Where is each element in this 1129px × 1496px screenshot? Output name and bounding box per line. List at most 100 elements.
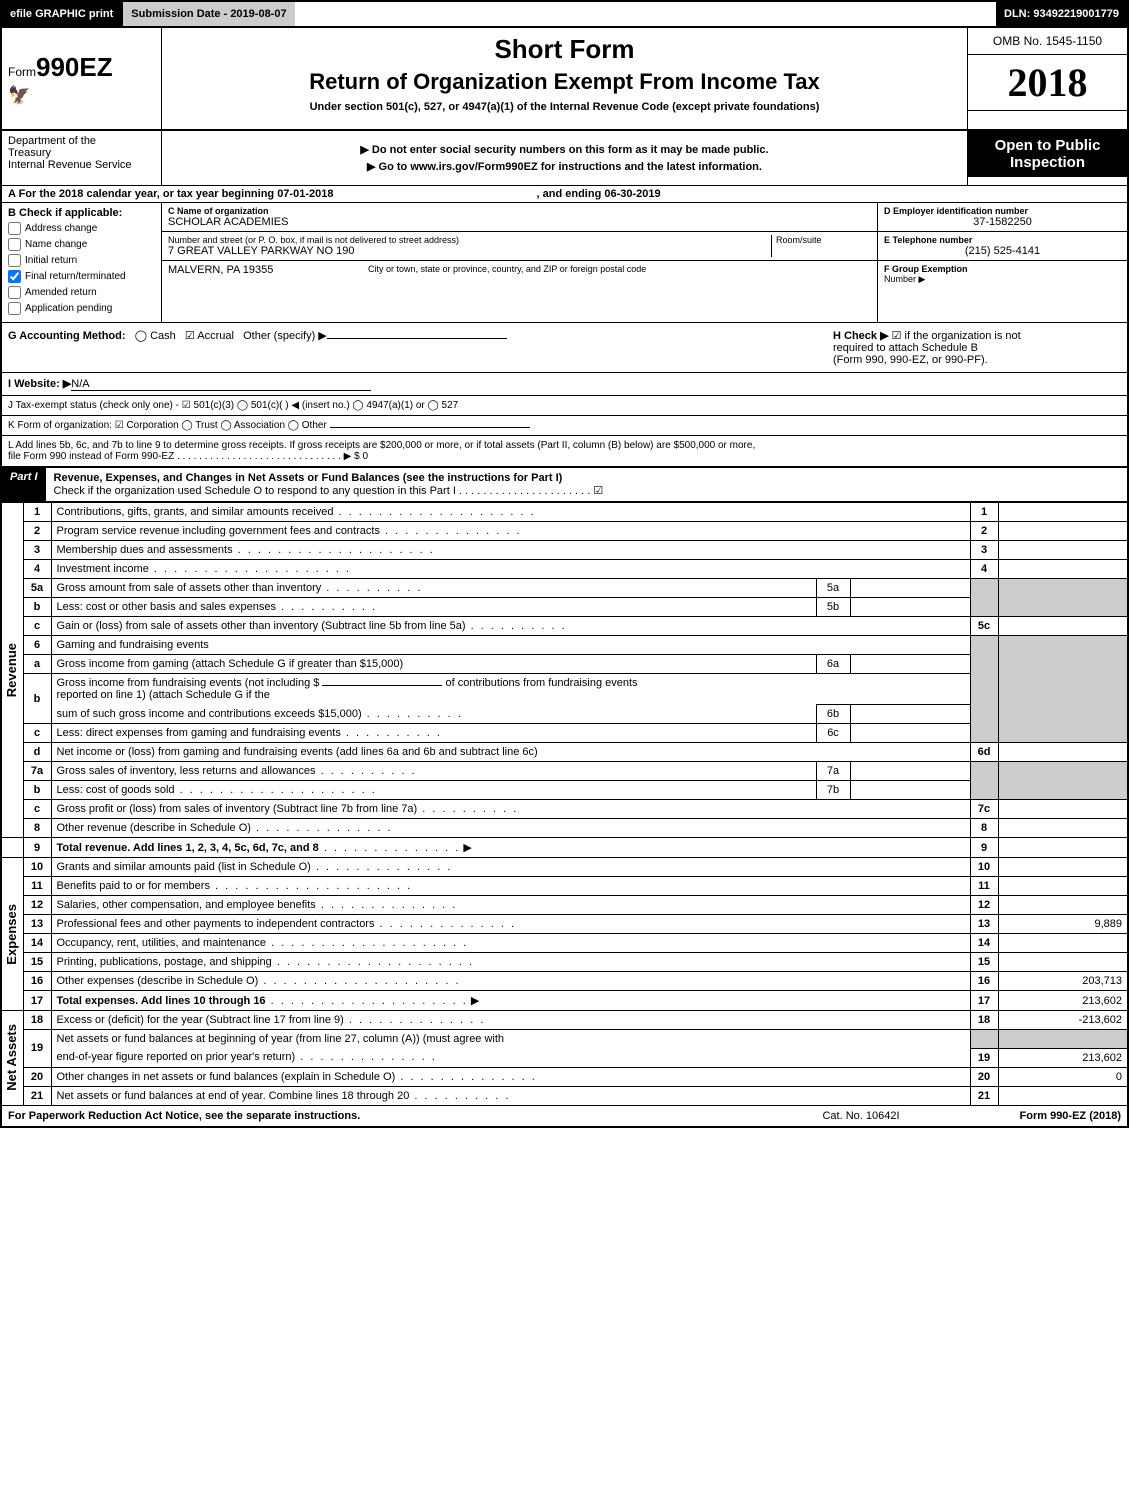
h-label: H Check ▶: [833, 330, 889, 342]
line-19-top: 19 Net assets or fund balances at beginn…: [1, 1030, 1128, 1049]
l2-rnum: 2: [970, 522, 998, 541]
top-bar: efile GRAPHIC print Submission Date - 20…: [0, 0, 1129, 28]
l12-rnum: 12: [970, 896, 998, 915]
l5a-desc: Gross amount from sale of assets other t…: [51, 579, 816, 598]
cb-amended[interactable]: [8, 286, 21, 299]
l7c-rnum: 7c: [970, 800, 998, 819]
l12-amt: [998, 896, 1128, 915]
l19-shade-amt: [998, 1030, 1128, 1049]
line-10: Expenses 10 Grants and similar amounts p…: [1, 858, 1128, 877]
check-name-change[interactable]: Name change: [8, 238, 155, 251]
l6a-subnum: 6a: [816, 655, 850, 674]
l6c-subnum: 6c: [816, 724, 850, 743]
g-cash[interactable]: Cash: [150, 330, 176, 342]
l13-rnum: 13: [970, 915, 998, 934]
g-other[interactable]: Other (specify) ▶: [243, 330, 327, 342]
l9-amt: [998, 838, 1128, 858]
part1-title: Revenue, Expenses, and Changes in Net As…: [54, 472, 563, 484]
form-prefix: Form: [8, 65, 36, 79]
header-right-box: OMB No. 1545-1150 2018: [967, 28, 1127, 129]
l15-amt: [998, 953, 1128, 972]
cb-name[interactable]: [8, 238, 21, 251]
dept-box: Department of the Treasury Internal Reve…: [2, 131, 162, 185]
l15-desc: Printing, publications, postage, and shi…: [51, 953, 970, 972]
open-public-l1: Open to Public: [972, 137, 1123, 154]
l1-amt: [998, 503, 1128, 522]
cb-pending-label: Application pending: [25, 303, 112, 314]
l7c-amt: [998, 800, 1128, 819]
h-text3: (Form 990, 990-EZ, or 990-PF).: [833, 354, 988, 366]
l10-amt: [998, 858, 1128, 877]
cb-initial[interactable]: [8, 254, 21, 267]
c-label: C Name of organization: [168, 206, 269, 216]
under-section: Under section 501(c), 527, or 4947(a)(1)…: [170, 101, 959, 113]
cb-address[interactable]: [8, 222, 21, 235]
check-address-change[interactable]: Address change: [8, 222, 155, 235]
l14-desc: Occupancy, rent, utilities, and maintena…: [51, 934, 970, 953]
j-text: J Tax-exempt status (check only one) - ☑…: [8, 400, 458, 411]
l4-amt: [998, 560, 1128, 579]
form-title-box: Short Form Return of Organization Exempt…: [162, 28, 967, 129]
l19-amt: 213,602: [998, 1048, 1128, 1067]
l10-desc: Grants and similar amounts paid (list in…: [51, 858, 970, 877]
l13-num: 13: [23, 915, 51, 934]
room-label: Room/suite: [776, 235, 871, 245]
line-5c: c Gain or (loss) from sale of assets oth…: [1, 617, 1128, 636]
g-accrual[interactable]: Accrual: [197, 330, 234, 342]
line-6a: a Gross income from gaming (attach Sched…: [1, 655, 1128, 674]
open-public-l2: Inspection: [972, 154, 1123, 171]
check-amended[interactable]: Amended return: [8, 286, 155, 299]
check-pending[interactable]: Application pending: [8, 302, 155, 315]
period-row: A For the 2018 calendar year, or tax yea…: [0, 186, 1129, 203]
line-5b: b Less: cost or other basis and sales ex…: [1, 598, 1128, 617]
l9-desc-text: Total revenue. Add lines 1, 2, 3, 4, 5c,…: [57, 842, 319, 854]
dept-line2: Treasury: [8, 147, 155, 159]
goto-text[interactable]: Go to www.irs.gov/Form990EZ for instruct…: [379, 161, 762, 173]
l8-num: 8: [23, 819, 51, 838]
l15-num: 15: [23, 953, 51, 972]
check-final[interactable]: Final return/terminated: [8, 270, 155, 283]
k-row: K Form of organization: ☑ Corporation ◯ …: [0, 416, 1129, 436]
org-name-row: C Name of organization SCHOLAR ACADEMIES: [162, 203, 877, 232]
l6b-d1: Gross income from fundraising events (no…: [57, 677, 320, 689]
l7b-desc: Less: cost of goods sold: [51, 781, 816, 800]
check-b-box: B Check if applicable: Address change Na…: [2, 203, 162, 322]
l8-rnum: 8: [970, 819, 998, 838]
i-label: I Website: ▶: [8, 378, 71, 390]
part1-subtitle: Check if the organization used Schedule …: [54, 485, 604, 497]
l21-rnum: 21: [970, 1086, 998, 1105]
l13-desc: Professional fees and other payments to …: [51, 915, 970, 934]
l1-rnum: 1: [970, 503, 998, 522]
l21-desc-text: Net assets or fund balances at end of ye…: [57, 1090, 410, 1102]
l19-shade: [970, 1030, 998, 1049]
form-number: 990EZ: [36, 52, 113, 82]
line-7b: b Less: cost of goods sold 7b: [1, 781, 1128, 800]
l6d-rnum: 6d: [970, 743, 998, 762]
l17-amt: 213,602: [998, 991, 1128, 1011]
l6b-desc-bot: sum of such gross income and contributio…: [51, 705, 816, 724]
line-13: 13 Professional fees and other payments …: [1, 915, 1128, 934]
ein-box: D Employer identification number 37-1582…: [878, 203, 1127, 232]
line-6d: d Net income or (loss) from gaming and f…: [1, 743, 1128, 762]
check-initial[interactable]: Initial return: [8, 254, 155, 267]
l5c-desc-text: Gain or (loss) from sale of assets other…: [57, 620, 466, 632]
h-text2: required to attach Schedule B: [833, 342, 978, 354]
form-number-box: Form990EZ 🦅: [2, 28, 162, 129]
l7a-desc: Gross sales of inventory, less returns a…: [51, 762, 816, 781]
l12-num: 12: [23, 896, 51, 915]
l5a-subval: [850, 579, 970, 598]
cb-pending[interactable]: [8, 302, 21, 315]
cb-final-label: Final return/terminated: [25, 271, 126, 282]
h-text1: if the organization is not: [905, 330, 1021, 342]
l16-rnum: 16: [970, 972, 998, 991]
l19-num: 19: [23, 1030, 51, 1068]
l4-num: 4: [23, 560, 51, 579]
l11-amt: [998, 877, 1128, 896]
part1-label: Part I: [2, 467, 46, 502]
l18-num: 18: [23, 1011, 51, 1030]
l6b-d4: sum of such gross income and contributio…: [57, 708, 362, 720]
cb-final[interactable]: [8, 270, 21, 283]
l15-rnum: 15: [970, 953, 998, 972]
line-5a: 5a Gross amount from sale of assets othe…: [1, 579, 1128, 598]
l9-desc: Total revenue. Add lines 1, 2, 3, 4, 5c,…: [51, 838, 970, 858]
